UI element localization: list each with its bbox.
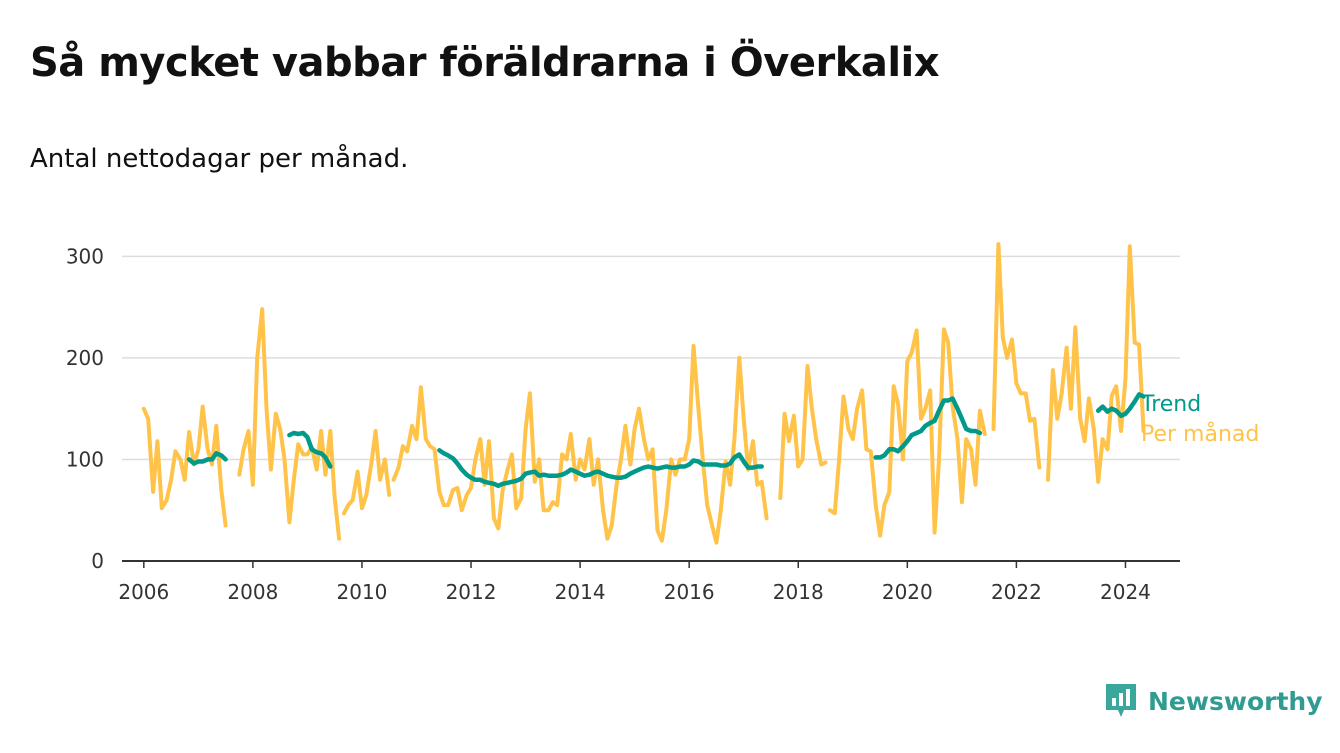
series-line-per-manad bbox=[1046, 244, 1146, 484]
series-line-per-manad bbox=[991, 242, 1042, 470]
brand-name: Newsworthy bbox=[1148, 686, 1323, 716]
x-tick-label: 2016 bbox=[664, 580, 715, 604]
x-tick-label: 2012 bbox=[446, 580, 497, 604]
x-tick-label: 2022 bbox=[991, 580, 1042, 604]
x-tick-label: 2008 bbox=[227, 580, 278, 604]
y-tick-label: 200 bbox=[66, 346, 104, 370]
x-tick-label: 2006 bbox=[118, 580, 169, 604]
series-line-trend bbox=[873, 396, 983, 460]
series-per-manad bbox=[141, 242, 1146, 545]
y-tick-label: 100 bbox=[66, 447, 104, 471]
series-line-trend bbox=[1095, 392, 1146, 419]
series-line-per-manad bbox=[141, 404, 228, 528]
series-line-per-manad bbox=[237, 307, 342, 541]
series-line-per-manad bbox=[778, 364, 828, 500]
legend-label-trend: Trend bbox=[1140, 392, 1201, 417]
chart-title: Så mycket vabbar föräldrarna i Överkalix bbox=[30, 40, 940, 86]
x-tick-label: 2010 bbox=[337, 580, 388, 604]
x-tick-label: 2018 bbox=[773, 580, 824, 604]
series-line-trend bbox=[287, 430, 333, 469]
series-line-per-manad bbox=[391, 343, 769, 545]
series-line-trend bbox=[186, 451, 228, 466]
series-line-per-manad bbox=[342, 429, 392, 516]
series-line-per-manad bbox=[827, 327, 987, 538]
y-tick-label: 300 bbox=[66, 244, 104, 268]
newsworthy-brand: Newsworthy bbox=[1104, 682, 1323, 720]
x-tick-label: 2020 bbox=[882, 580, 933, 604]
chart-subtitle: Antal nettodagar per månad. bbox=[30, 144, 409, 174]
series-line-trend bbox=[437, 448, 764, 489]
newsworthy-logo-icon bbox=[1106, 684, 1136, 717]
x-tick-label: 2014 bbox=[555, 580, 606, 604]
y-tick-label: 0 bbox=[91, 549, 104, 573]
legend-label-per-manad: Per månad bbox=[1141, 421, 1259, 447]
x-tick-label: 2024 bbox=[1100, 580, 1151, 604]
series-trend bbox=[186, 392, 1146, 489]
